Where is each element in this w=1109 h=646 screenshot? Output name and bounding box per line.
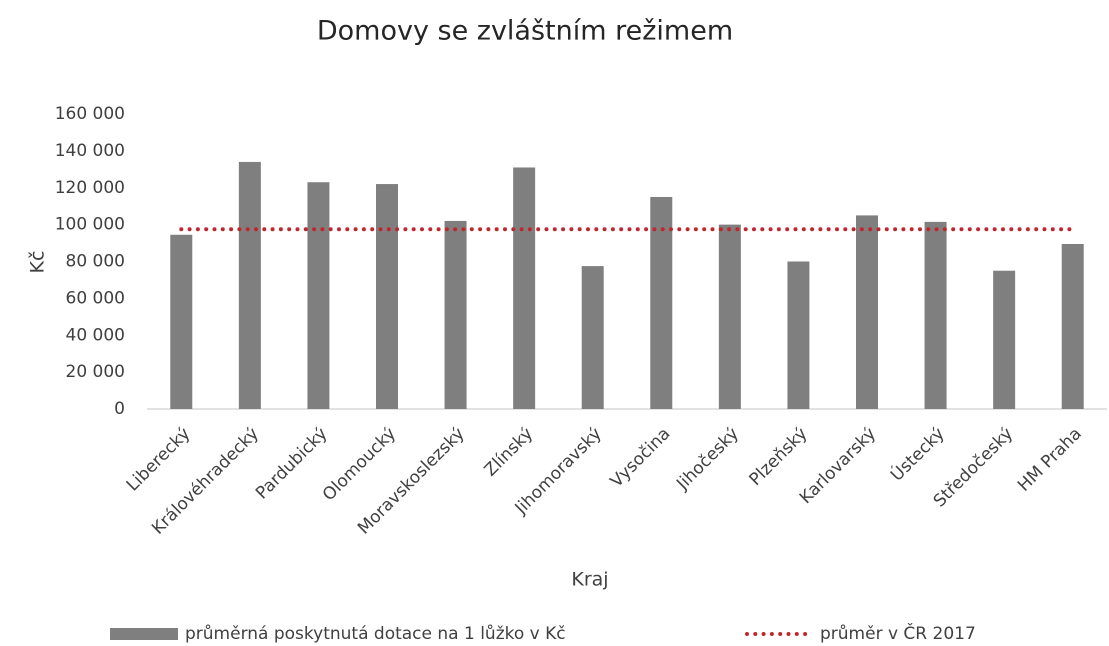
legend-swatch <box>110 628 178 640</box>
x-tick-label: Plzeňský <box>746 424 812 490</box>
x-tick-label: Zlínský <box>481 424 538 481</box>
bar <box>307 182 330 409</box>
bar <box>856 215 878 409</box>
bar <box>993 270 1016 409</box>
x-axis-title: Kraj <box>571 569 608 591</box>
x-tick-label: Jihočeský <box>672 424 743 495</box>
y-tick-label: 120 000 <box>55 178 125 198</box>
bar <box>238 161 261 409</box>
y-tick-label: 20 000 <box>66 362 125 382</box>
y-axis-title: Kč <box>27 251 49 274</box>
y-tick-label: 160 000 <box>55 104 125 124</box>
bar <box>170 234 193 409</box>
x-tick-label: HM Praha <box>1014 424 1086 496</box>
bar <box>376 184 398 409</box>
bar <box>581 266 604 409</box>
x-tick-label: Liberecký <box>123 424 195 496</box>
legend-label: průměr v ČR 2017 <box>820 622 976 644</box>
y-tick-label: 40 000 <box>66 325 125 345</box>
y-tick-label: 80 000 <box>66 252 125 272</box>
bar <box>1061 243 1084 409</box>
bar <box>787 261 810 409</box>
bar <box>444 220 467 409</box>
y-tick-label: 100 000 <box>55 215 125 235</box>
x-tick-label: Vysočina <box>607 424 675 492</box>
bar <box>924 221 947 409</box>
x-tick-label: Ústecký <box>886 423 949 486</box>
y-tick-label: 0 <box>114 399 125 419</box>
legend-label: průměrná poskytnutá dotace na 1 lůžko v … <box>185 624 566 644</box>
bar <box>718 224 741 409</box>
bar <box>513 167 536 409</box>
y-tick-label: 140 000 <box>55 141 125 161</box>
y-tick-label: 60 000 <box>66 288 125 308</box>
chart-title: Domovy se zvláštním režimem <box>317 16 733 47</box>
bar <box>650 196 673 409</box>
